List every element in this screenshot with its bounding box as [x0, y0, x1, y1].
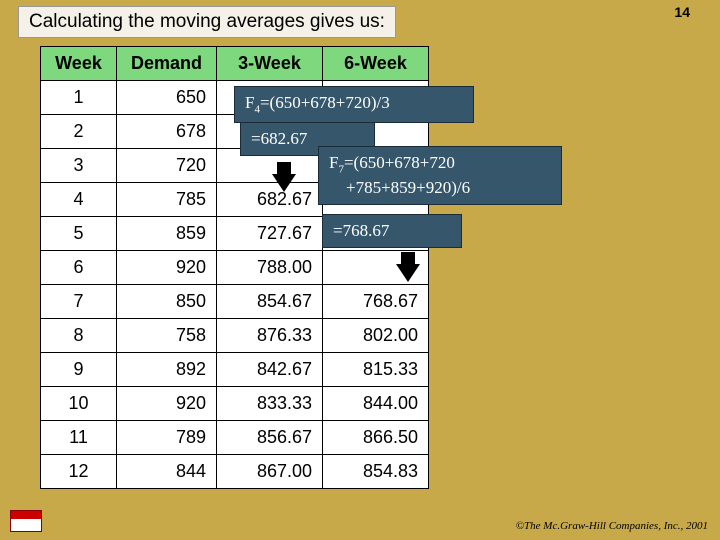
cell-week: 7 [41, 285, 117, 319]
page-number: 14 [674, 4, 690, 20]
cell-demand: 920 [117, 251, 217, 285]
slide-title: Calculating the moving averages gives us… [18, 6, 396, 38]
cell-6week: 844.00 [323, 387, 429, 421]
cell-demand: 844 [117, 455, 217, 489]
cell-week: 1 [41, 81, 117, 115]
cell-demand: 850 [117, 285, 217, 319]
cell-demand: 789 [117, 421, 217, 455]
cell-3week: 727.67 [217, 217, 323, 251]
cell-3week: 867.00 [217, 455, 323, 489]
f7-line2: +785+859+920)/6 [346, 178, 470, 197]
formula-callout-f4: F4=(650+678+720)/3 [234, 86, 474, 123]
cell-week: 12 [41, 455, 117, 489]
f7-line1: =(650+678+720 [344, 153, 455, 172]
header-3week: 3-Week [217, 47, 323, 81]
table-row: 7850854.67768.67 [41, 285, 429, 319]
cell-demand: 920 [117, 387, 217, 421]
cell-3week: 842.67 [217, 353, 323, 387]
cell-week: 2 [41, 115, 117, 149]
cell-3week: 682.67 [217, 183, 323, 217]
cell-week: 5 [41, 217, 117, 251]
cell-week: 11 [41, 421, 117, 455]
cell-6week: 866.50 [323, 421, 429, 455]
cell-3week: 833.33 [217, 387, 323, 421]
arrow-down-icon [272, 174, 296, 192]
cell-demand: 892 [117, 353, 217, 387]
table-row: 11789856.67866.50 [41, 421, 429, 455]
header-week: Week [41, 47, 117, 81]
copyright-text: ©The Mc.Graw-Hill Companies, Inc., 2001 [516, 520, 708, 532]
header-row: Week Demand 3-Week 6-Week [41, 47, 429, 81]
cell-6week: 854.83 [323, 455, 429, 489]
table-row: 10920833.33844.00 [41, 387, 429, 421]
cell-week: 6 [41, 251, 117, 285]
cell-3week: 856.67 [217, 421, 323, 455]
cell-3week: 876.33 [217, 319, 323, 353]
table-row: 12844867.00854.83 [41, 455, 429, 489]
table-row: 9892842.67815.33 [41, 353, 429, 387]
result-callout-f7: =768.67 [322, 214, 462, 248]
header-demand: Demand [117, 47, 217, 81]
cell-3week: 788.00 [217, 251, 323, 285]
cell-week: 3 [41, 149, 117, 183]
f4-expression: =(650+678+720)/3 [260, 93, 390, 112]
cell-week: 8 [41, 319, 117, 353]
cell-demand: 650 [117, 81, 217, 115]
table-row: 6920788.00 [41, 251, 429, 285]
cell-demand: 720 [117, 149, 217, 183]
cell-week: 9 [41, 353, 117, 387]
table-row: 8758876.33802.00 [41, 319, 429, 353]
cell-6week: 815.33 [323, 353, 429, 387]
cell-week: 10 [41, 387, 117, 421]
cell-week: 4 [41, 183, 117, 217]
arrow-down-icon [396, 264, 420, 282]
cell-demand: 758 [117, 319, 217, 353]
cell-6week: 802.00 [323, 319, 429, 353]
cell-demand: 785 [117, 183, 217, 217]
cell-6week: 768.67 [323, 285, 429, 319]
cell-demand: 859 [117, 217, 217, 251]
publisher-logo [10, 510, 42, 532]
header-6week: 6-Week [323, 47, 429, 81]
formula-callout-f7: F7=(650+678+720 +785+859+920)/6 [318, 146, 562, 205]
cell-3week: 854.67 [217, 285, 323, 319]
cell-demand: 678 [117, 115, 217, 149]
